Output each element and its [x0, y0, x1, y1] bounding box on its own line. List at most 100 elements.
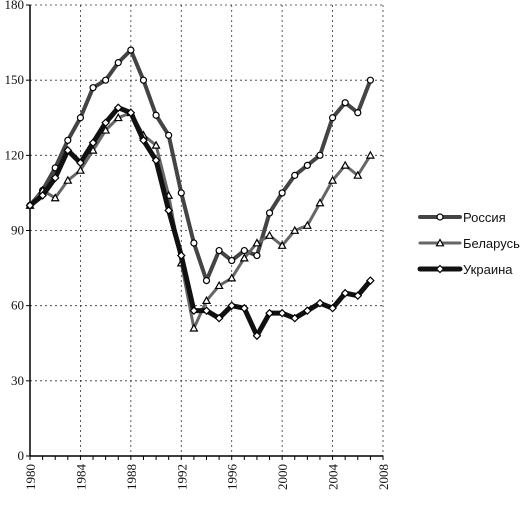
data-point	[63, 145, 73, 155]
data-point	[76, 114, 85, 122]
data-point	[316, 151, 324, 159]
data-point	[88, 138, 98, 148]
data-point	[291, 171, 299, 179]
y-tick-label: 0	[18, 448, 25, 463]
series-line	[28, 48, 373, 283]
data-point	[50, 193, 60, 202]
data-point	[228, 256, 236, 265]
data-point	[354, 109, 362, 117]
y-tick-label: 60	[11, 298, 24, 313]
data-point	[303, 161, 311, 169]
x-tick-label: 2004	[326, 464, 341, 491]
legend-item-3: Украина	[417, 262, 513, 277]
data-point	[252, 331, 262, 341]
data-point	[75, 165, 85, 174]
data-point	[139, 76, 148, 84]
series-3	[25, 103, 375, 341]
data-point	[341, 99, 349, 107]
data-point	[227, 301, 237, 311]
data-point	[201, 295, 212, 305]
data-point	[25, 201, 35, 210]
data-point	[215, 246, 223, 255]
x-tick-label: 2000	[275, 464, 290, 490]
data-point	[240, 246, 248, 255]
legend: Россия Беларусь Украина	[417, 210, 520, 277]
data-point	[366, 76, 374, 84]
data-point	[328, 303, 337, 313]
series-1	[26, 46, 374, 285]
y-tick-label: 30	[11, 373, 24, 388]
data-point	[152, 111, 160, 119]
data-point	[328, 114, 337, 122]
data-point	[202, 277, 211, 285]
data-point	[177, 189, 185, 197]
data-point	[239, 303, 249, 313]
legend-label: Беларусь	[463, 236, 520, 251]
data-point	[265, 209, 274, 217]
y-tick-label: 150	[5, 72, 25, 87]
data-point	[113, 103, 123, 113]
data-point	[64, 136, 72, 144]
series-lines	[25, 46, 375, 341]
data-point	[164, 206, 174, 215]
data-point	[265, 230, 275, 239]
data-point	[102, 76, 110, 84]
x-tick-label: 1980	[23, 464, 38, 490]
data-point	[151, 155, 161, 165]
data-point	[277, 308, 287, 318]
data-point	[190, 239, 198, 247]
data-point	[353, 170, 363, 179]
legend-label: Украина	[463, 262, 513, 277]
data-point	[101, 118, 110, 128]
data-point	[435, 264, 445, 274]
series-line	[27, 105, 373, 339]
y-tick-label: 90	[11, 223, 24, 238]
data-point	[302, 220, 312, 229]
data-point	[151, 140, 161, 149]
data-point	[290, 313, 300, 323]
data-point	[89, 84, 97, 92]
data-point	[127, 46, 135, 54]
x-tick-label: 1984	[73, 464, 88, 491]
data-point	[202, 306, 211, 316]
data-point	[114, 59, 122, 67]
data-point	[315, 198, 325, 207]
data-point	[214, 280, 224, 290]
data-point	[139, 135, 148, 145]
data-point	[176, 251, 186, 260]
data-point	[353, 291, 363, 300]
data-point	[265, 308, 274, 318]
data-point	[189, 323, 199, 332]
data-point	[252, 238, 262, 247]
data-point	[303, 306, 312, 316]
y-tick-labels: 0 30 60 90 120 150 180	[5, 0, 30, 463]
x-tick-labels: 1980 1984 1988 1992 1996 2000 2004 2008	[23, 456, 391, 490]
data-point	[113, 113, 123, 122]
data-point	[253, 251, 261, 260]
grid	[30, 4, 384, 456]
series-2	[25, 108, 375, 332]
data-point	[328, 175, 338, 184]
data-point	[340, 160, 350, 169]
legend-label: Россия	[463, 210, 506, 225]
data-point	[126, 108, 136, 118]
data-point	[214, 313, 224, 323]
data-point	[365, 150, 375, 159]
data-point	[63, 175, 73, 184]
legend-item-1: Россия	[418, 210, 506, 225]
x-tick-label: 1992	[174, 464, 189, 490]
data-point	[435, 238, 445, 247]
data-point	[227, 273, 237, 282]
y-tick-label: 180	[5, 0, 25, 12]
data-point	[366, 276, 375, 285]
data-point	[278, 189, 286, 197]
data-point	[165, 131, 173, 139]
y-tick-label: 120	[5, 147, 25, 162]
data-point	[315, 298, 325, 308]
x-tick-label: 1996	[225, 464, 240, 491]
data-point	[436, 213, 444, 221]
data-point	[239, 253, 249, 262]
legend-item-2: Беларусь	[418, 236, 520, 251]
x-tick-label: 1988	[124, 464, 139, 490]
